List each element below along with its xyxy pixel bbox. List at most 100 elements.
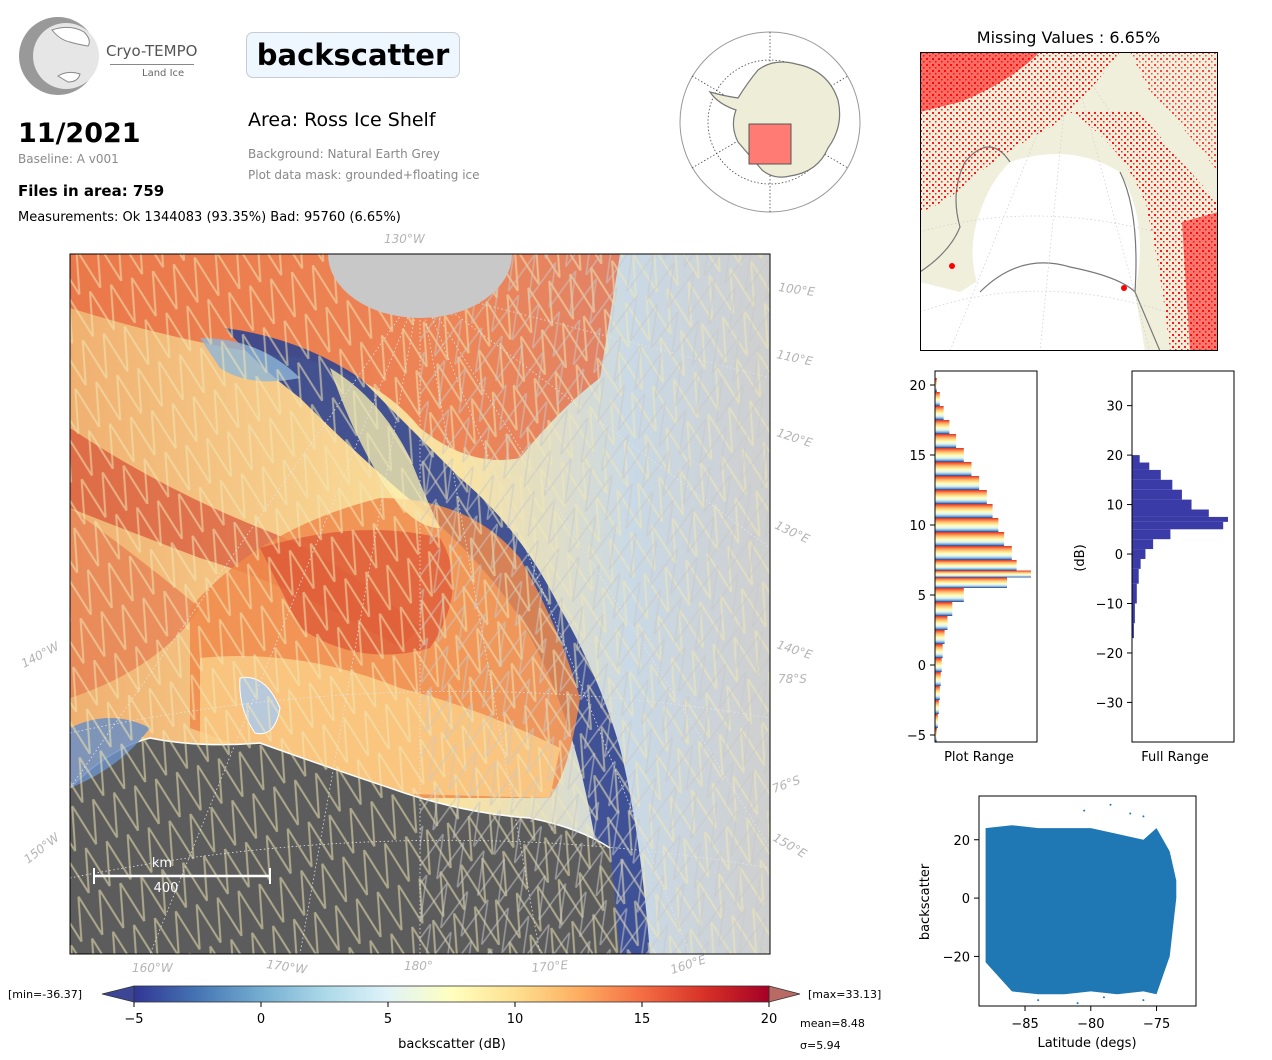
parameter-title: backscatter (246, 32, 460, 78)
scatter-xtick-label: −75 (1143, 1017, 1170, 1032)
full-range-tick-label: −20 (1096, 647, 1123, 662)
scatter-point (1076, 1002, 1079, 1005)
plot-range-bar (935, 658, 942, 672)
colorbar-min: [min=-36.37] (8, 988, 82, 1001)
full-range-histogram: 30 20 10 0 −10 −20 −30 (dB) Full Range (1073, 370, 1235, 765)
plot-range-bar (935, 686, 940, 700)
plot-range-bar (935, 378, 937, 392)
mask-note: Plot data mask: grounded+floating ice (248, 168, 480, 182)
colorbar-label: backscatter (dB) (398, 1037, 506, 1052)
colorbar: [min=-36.37] [max=33.13] −5 0 5 10 15 20 back… (8, 985, 881, 1052)
plot-range-tick-label: −5 (907, 729, 926, 744)
full-range-bar (1132, 499, 1192, 510)
scatter-point (1142, 815, 1145, 818)
logo-subtitle: Land Ice (142, 68, 185, 79)
plot-range-bar (935, 434, 957, 448)
scatter-point (1129, 812, 1132, 815)
full-range-tick-label: −10 (1096, 597, 1123, 612)
colorbar-max: [max=33.13] (808, 988, 881, 1001)
full-range-bar (1132, 583, 1137, 604)
scale-value: 400 (154, 881, 179, 896)
scatter-xlabel: Latitude (degs) (1037, 1036, 1136, 1051)
plot-range-bar (935, 602, 953, 616)
scatter-ylabel: backscatter (918, 863, 933, 940)
latitude-scatter: −85 −80 −75 20 0 −20 backscatter Latitude (de… (918, 795, 1197, 1051)
lon-label-160w: 160°W (132, 961, 174, 975)
full-range-tick-label: 20 (1106, 449, 1123, 464)
full-range-ylabel: (dB) (1073, 544, 1088, 571)
plot-range-bar (935, 616, 948, 630)
full-range-bar (1132, 603, 1135, 624)
logo-text: Cryo-TEMPO (106, 42, 198, 60)
scatter-xtick-label: −80 (1077, 1017, 1104, 1032)
colorbar-tick-label: 0 (257, 1012, 265, 1027)
background-note: Background: Natural Earth Grey (248, 147, 440, 161)
scatter-ytick-label: 20 (953, 834, 970, 849)
plot-range-tick-label: 20 (909, 379, 926, 394)
full-range-bar (1132, 529, 1171, 540)
plot-range-bar (935, 570, 1031, 578)
logo-rule (110, 64, 194, 65)
lon-label-170w: 170°W (266, 957, 309, 977)
full-range-bar (1132, 489, 1182, 500)
full-range-label: Full Range (1141, 750, 1209, 765)
plot-range-bar (935, 392, 940, 406)
lon-label-150e: 150°E (771, 830, 810, 861)
colorbar-sigma: σ=5.94 (800, 1039, 841, 1052)
plot-range-tick-label: 0 (918, 659, 926, 674)
scatter-xtick-label: −85 (1011, 1017, 1038, 1032)
missing-values-title: Missing Values : 6.65% (976, 28, 1161, 47)
plot-range-bar (935, 462, 972, 476)
plot-range-bar (935, 700, 939, 714)
files-count: Files in area: 759 (18, 182, 165, 200)
measurements-text: Measurements: Ok 1344083 (93.35%) Bad: 9… (18, 210, 401, 225)
plot-range-bar (935, 490, 987, 504)
plot-range-bar (935, 420, 950, 434)
full-range-bar (1132, 509, 1209, 517)
plot-range-bar (935, 560, 1017, 571)
colorbar-mean: mean=8.48 (800, 1017, 865, 1030)
missing-values-map (920, 52, 1218, 351)
full-range-tick-label: −30 (1096, 696, 1123, 711)
lon-label-140e: 140°E (775, 638, 814, 663)
scatter-point (1037, 999, 1040, 1002)
lon-label-140w: 140°W (19, 639, 63, 671)
scatter-point-cloud (985, 825, 1177, 995)
plot-range-bar (935, 588, 964, 602)
lat-label-78s: 78°S (778, 672, 807, 686)
plot-range-bar (935, 644, 943, 658)
plot-range-bar (935, 728, 937, 742)
area-name: Area: Ross Ice Shelf (248, 109, 436, 131)
lon-label-100e: 100°E (778, 280, 816, 299)
scatter-point (1083, 809, 1086, 812)
scatter-point (1109, 803, 1112, 806)
lon-label-170e: 170°E (531, 958, 569, 975)
colorbar-tick-label: −5 (124, 1012, 143, 1027)
plot-range-bar (935, 532, 1005, 546)
lon-label-150w: 150°W (21, 830, 63, 867)
full-range-bar (1132, 462, 1150, 470)
plot-range-bar (935, 518, 999, 532)
date-title: 11/2021 (18, 118, 141, 149)
plot-range-bar (935, 630, 945, 644)
colorbar-tick-label: 20 (761, 1012, 778, 1027)
full-range-bar (1132, 479, 1173, 490)
plot-range-tick-label: 15 (909, 449, 926, 464)
full-range-tick-label: 10 (1106, 499, 1123, 514)
plot-range-bar (935, 476, 980, 490)
plot-range-bar (935, 672, 941, 686)
lon-label-180: 180° (404, 959, 433, 973)
plot-range-bar (935, 546, 1012, 560)
full-range-bar (1132, 549, 1146, 559)
plot-range-tick-label: 10 (909, 519, 926, 534)
plot-range-tick-label: 5 (918, 589, 926, 604)
plot-range-histogram: −5 0 5 10 15 20 Plot Range (907, 370, 1038, 765)
lon-label-160e: 160°E (669, 952, 708, 977)
colorbar-tick-label: 10 (507, 1012, 524, 1027)
colorbar-tick-label: 15 (634, 1012, 651, 1027)
plot-range-bar (935, 714, 938, 728)
plot-range-label: Plot Range (944, 750, 1014, 765)
full-range-tick-label: 30 (1106, 400, 1123, 415)
full-range-bar (1132, 469, 1161, 480)
scatter-ytick-label: −20 (943, 950, 970, 965)
